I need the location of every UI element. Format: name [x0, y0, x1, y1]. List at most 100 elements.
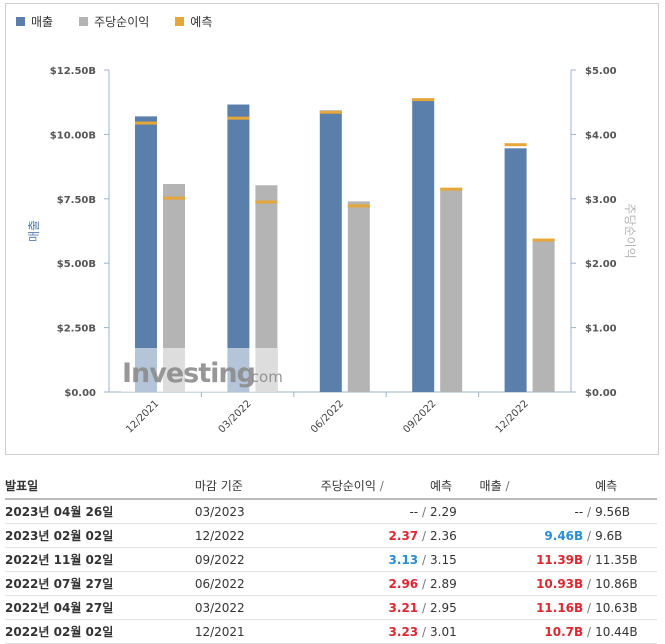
legend-label-forecast: 예측 [190, 14, 213, 29]
header-eps-forecast[interactable]: 예측 [430, 472, 480, 500]
row-revenue-slash: / [587, 600, 592, 615]
legend-item-forecast[interactable]: 예측 [175, 12, 212, 30]
eps-forecast-marker [163, 196, 185, 200]
eps-bar [532, 239, 555, 392]
row-revenue: 9.46B [544, 528, 584, 543]
row-eps-forecast: 2.95 [430, 595, 480, 620]
revenue-bar [227, 104, 250, 392]
row-revenue-cell: 10.7B / [479, 619, 596, 644]
revenue-forecast-marker [319, 110, 342, 114]
row-period: 09/2022 [194, 547, 321, 572]
row-date: 2022년 11월 02일 [5, 547, 195, 572]
row-date: 2022년 04월 27일 [5, 595, 195, 620]
left-axis-title: 매출 [27, 220, 41, 242]
header-eps[interactable]: 주당순이익 / [320, 472, 431, 500]
left-tick-label: $0.00 [64, 388, 96, 399]
earnings-chart: $0.00 $2.50B $5.00B $7.50B $10.00B $12.50B $0.… [27, 66, 637, 435]
legend-swatch-forecast [175, 16, 185, 26]
row-eps: 2.37 [388, 528, 419, 543]
row-revenue-slash: / [587, 624, 592, 639]
row-revenue: 10.93B [536, 576, 584, 591]
row-eps: 3.13 [388, 552, 419, 567]
row-eps-slash: / [421, 576, 427, 591]
row-eps-slash: / [421, 528, 427, 543]
row-revenue: 10.7B [544, 624, 584, 639]
x-tick-label: 03/2022 [217, 398, 254, 435]
row-eps-cell: 2.96 / [320, 571, 431, 596]
revenue-forecast-marker [504, 143, 527, 147]
x-tick-label: 06/2022 [309, 398, 346, 435]
row-revenue-forecast: 10.86B [595, 571, 657, 596]
header-eps-slash: / [379, 478, 384, 493]
header-revenue-forecast[interactable]: 예측 [595, 472, 657, 500]
row-eps-slash: / [421, 504, 427, 519]
legend-item-revenue[interactable]: 매출 [16, 12, 53, 30]
row-eps-slash: / [421, 552, 427, 567]
row-eps-cell: 2.37 / [320, 523, 431, 548]
eps-forecast-marker [255, 200, 278, 204]
eps-bar [255, 185, 278, 392]
revenue-bar [412, 98, 435, 392]
row-eps-cell: 3.13 / [320, 547, 431, 572]
right-axis-title: 주당순이익 [623, 203, 637, 258]
row-revenue-cell: -- / [479, 499, 596, 524]
table-row: 2023년 02월 02일 12/2022 2.37 /2.36 9.46B / 9.6… [5, 523, 657, 548]
row-period: 03/2023 [194, 499, 321, 524]
left-tick-label: $10.00B [50, 130, 96, 141]
row-revenue-forecast: 11.35B [595, 547, 657, 572]
revenue-forecast-marker [227, 116, 250, 120]
row-eps-slash: / [421, 600, 427, 615]
eps-bar [440, 190, 463, 392]
table-row: 2022년 07월 27일 06/2022 2.96 /2.89 10.93B /10… [5, 571, 657, 596]
eps-forecast-marker [532, 238, 555, 242]
row-revenue-forecast: 10.63B [595, 595, 657, 620]
row-revenue-slash: / [587, 552, 592, 567]
revenue-forecast-marker [412, 98, 435, 102]
row-revenue-forecast: 9.6B [595, 523, 657, 548]
left-tick-label: $2.50B [57, 324, 96, 335]
row-eps-forecast: 2.36 [430, 523, 480, 548]
row-revenue-forecast: 10.44B [595, 619, 657, 644]
right-tick-label: $1.00 [585, 324, 617, 335]
right-tick-label: $0.00 [585, 388, 617, 399]
row-revenue-cell: 11.16B / [479, 595, 596, 620]
row-period: 12/2021 [194, 619, 321, 644]
table-header-row: 발표일 마감 기준 주당순이익 / 예측 매출 / 예측 [5, 472, 657, 500]
right-tick-label: $2.00 [585, 259, 617, 270]
revenue-bar [319, 110, 342, 392]
header-period[interactable]: 마감 기준 [194, 472, 321, 500]
row-eps: 3.23 [388, 624, 419, 639]
left-tick-label: $12.50B [50, 66, 96, 77]
legend-label-eps: 주당순이익 [94, 14, 150, 29]
row-date: 2023년 04월 26일 [5, 499, 195, 524]
row-date: 2022년 02월 02일 [5, 619, 195, 644]
row-eps-cell: -- / [320, 499, 431, 524]
legend-item-eps[interactable]: 주당순이익 [79, 12, 149, 30]
table-row: 2022년 04월 27일 03/2022 3.21 /2.95 11.16B /10… [5, 595, 657, 620]
row-date: 2023년 02월 02일 [5, 523, 195, 548]
row-eps-forecast: 2.29 [430, 499, 480, 524]
chart-legend: 매출 주당순이익 예측 [16, 12, 212, 30]
table-row: 2022년 02월 02일 12/2021 3.23 / 3.01 10.7B /10.… [5, 619, 657, 644]
legend-swatch-revenue [16, 16, 25, 26]
row-revenue: -- [574, 504, 584, 519]
row-eps-forecast: 3.15 [430, 547, 480, 572]
legend-label-revenue: 매출 [31, 14, 54, 29]
right-tick-label: $3.00 [585, 195, 617, 206]
row-eps-forecast: 3.01 [430, 619, 480, 644]
row-period: 12/2022 [194, 523, 321, 548]
header-revenue[interactable]: 매출 / [479, 472, 596, 500]
table-row: 2023년 04월 26일 03/2023 -- /2.29 -- /9.56B [5, 499, 657, 524]
row-revenue-slash: / [587, 576, 592, 591]
header-revenue-slash: / [505, 478, 510, 493]
revenue-bar [504, 148, 527, 392]
header-date[interactable]: 발표일 [5, 472, 195, 500]
row-revenue: 11.16B [536, 600, 584, 615]
row-revenue-cell: 10.93B / [479, 571, 596, 596]
watermark-backdrop [121, 348, 277, 392]
table-row: 2022년 11월 02일 09/2022 3.13 /3.15 11.39B /11… [5, 547, 657, 572]
row-eps-forecast: 2.89 [430, 571, 480, 596]
row-period: 06/2022 [194, 571, 321, 596]
right-tick-label: $5.00 [585, 66, 617, 77]
row-revenue-forecast: 9.56B [595, 499, 657, 524]
